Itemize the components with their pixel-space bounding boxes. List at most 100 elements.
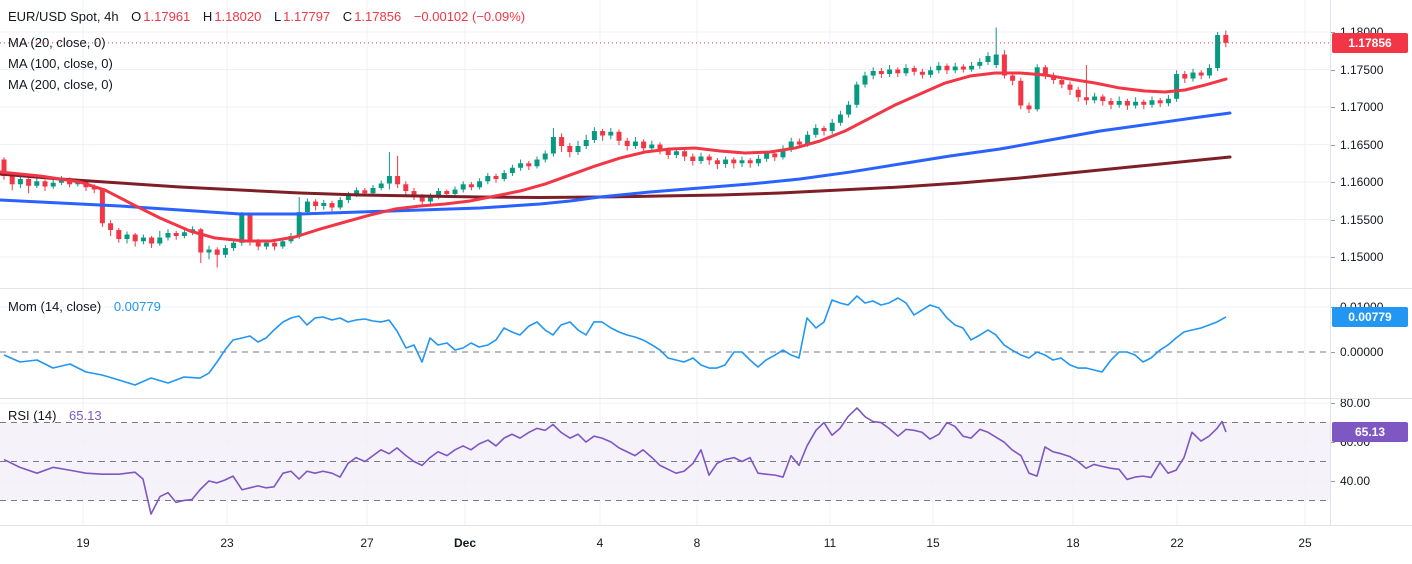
candle-body [247, 215, 253, 243]
candle-body [149, 237, 155, 244]
axis-tick [1330, 32, 1335, 33]
candle-body [1206, 68, 1212, 76]
ma100-line [0, 111, 1232, 216]
candle-body [157, 237, 163, 244]
candle-body [534, 159, 540, 167]
candle-body [1149, 100, 1155, 105]
candle-body [952, 66, 958, 71]
panel-separator[interactable] [0, 288, 1412, 289]
time-axis-label: 8 [693, 536, 701, 550]
candle-body [337, 200, 343, 208]
candle-body [354, 190, 360, 195]
candle-body [895, 69, 901, 74]
candle-body [993, 54, 999, 66]
ma20-legend[interactable]: MA (20, close, 0) [8, 34, 106, 51]
candle-body [1075, 89, 1081, 98]
candle-body [1182, 74, 1188, 79]
candle-body [641, 141, 647, 149]
candle-body [559, 137, 565, 147]
momentum-legend[interactable]: Mom (14, close) 0.00779 [8, 298, 161, 315]
candle-body [411, 191, 417, 197]
candle-body [272, 242, 278, 247]
ma200-legend[interactable]: MA (200, close, 0) [8, 76, 113, 93]
axis-label: 1.17000 [1340, 100, 1384, 114]
candle-body [206, 249, 212, 253]
candle-body [1, 159, 7, 177]
candle-body [1190, 72, 1196, 79]
candle-body [140, 237, 146, 242]
candle-body [723, 159, 729, 165]
rsi-panel[interactable] [0, 398, 1330, 525]
ma100-legend[interactable]: MA (100, close, 0) [8, 55, 113, 72]
candle-body [583, 140, 589, 147]
candle-body [985, 56, 991, 63]
candle-body [477, 181, 483, 188]
ohlc-low: L 1.17797 [273, 9, 331, 24]
candle-body [969, 65, 975, 70]
axis-tick [1330, 107, 1335, 108]
candle-body [903, 68, 909, 74]
ma200-line [0, 155, 1232, 200]
candle-body [132, 234, 138, 242]
candle-body [198, 229, 204, 253]
candle-body [1141, 101, 1147, 105]
candle-body [58, 179, 64, 183]
candle-body [395, 176, 401, 185]
candle-body [542, 153, 548, 160]
rsi-line [3, 407, 1227, 515]
ohlc-open: O 1.17961 [131, 9, 191, 24]
candle-body [444, 191, 450, 195]
candle-body [214, 249, 220, 255]
axis-tick [1330, 70, 1335, 71]
symbol-title: EUR/USD Spot, 4h [8, 9, 119, 24]
candle-body [468, 184, 474, 188]
candle-body [173, 233, 179, 237]
candle-body [1108, 101, 1114, 105]
time-axis-label: 4 [596, 536, 604, 550]
ohlc-high: H 1.18020 [202, 9, 262, 24]
candle-body [509, 167, 515, 174]
candle-body [550, 137, 556, 154]
candle-body [91, 187, 97, 190]
high-value: 1.18020 [214, 9, 262, 24]
candle-body [108, 223, 114, 231]
candle-body [780, 149, 786, 158]
main-chart-panel[interactable] [0, 0, 1330, 288]
candle-body [1215, 35, 1221, 69]
candle-body [34, 181, 40, 186]
axis-label: 1.15000 [1340, 250, 1384, 264]
candle-body [1034, 67, 1040, 110]
candle-body [362, 190, 368, 194]
candle-body [329, 203, 335, 208]
candle-body [42, 181, 48, 187]
axis-label: 1.16000 [1340, 175, 1384, 189]
rsi-legend[interactable]: RSI (14) 65.13 [8, 407, 102, 424]
candle-body [26, 179, 32, 186]
time-axis-label: 27 [360, 536, 374, 550]
candle-body [772, 153, 778, 158]
axis-tick [1330, 352, 1335, 353]
momentum-panel[interactable] [0, 288, 1330, 398]
candle-body [1042, 67, 1048, 76]
momentum-legend-value: 0.00779 [113, 299, 161, 314]
candle-body [1157, 100, 1163, 104]
candle-body [419, 196, 425, 202]
candle-body [1059, 80, 1065, 85]
time-axis-label: 23 [220, 536, 234, 550]
axis-tick [1330, 182, 1335, 183]
axis-label: 1.16500 [1340, 138, 1384, 152]
candle-body [518, 163, 524, 168]
candle-body [919, 71, 925, 75]
symbol-legend[interactable]: EUR/USD Spot, 4h O 1.17961 H 1.18020 L 1.17… [8, 8, 525, 25]
candle-body [386, 176, 392, 184]
price-axis-border [1330, 0, 1331, 525]
panel-separator[interactable] [0, 398, 1412, 399]
candle-body [977, 62, 983, 66]
candle-body [805, 134, 811, 145]
momentum-line [3, 295, 1227, 386]
time-axis-label: 11 [823, 536, 837, 550]
last-price-badge: 1.17856 [1332, 33, 1408, 53]
axis-tick [1330, 220, 1335, 221]
time-axis-label: 15 [926, 536, 940, 550]
axis-tick [1330, 145, 1335, 146]
